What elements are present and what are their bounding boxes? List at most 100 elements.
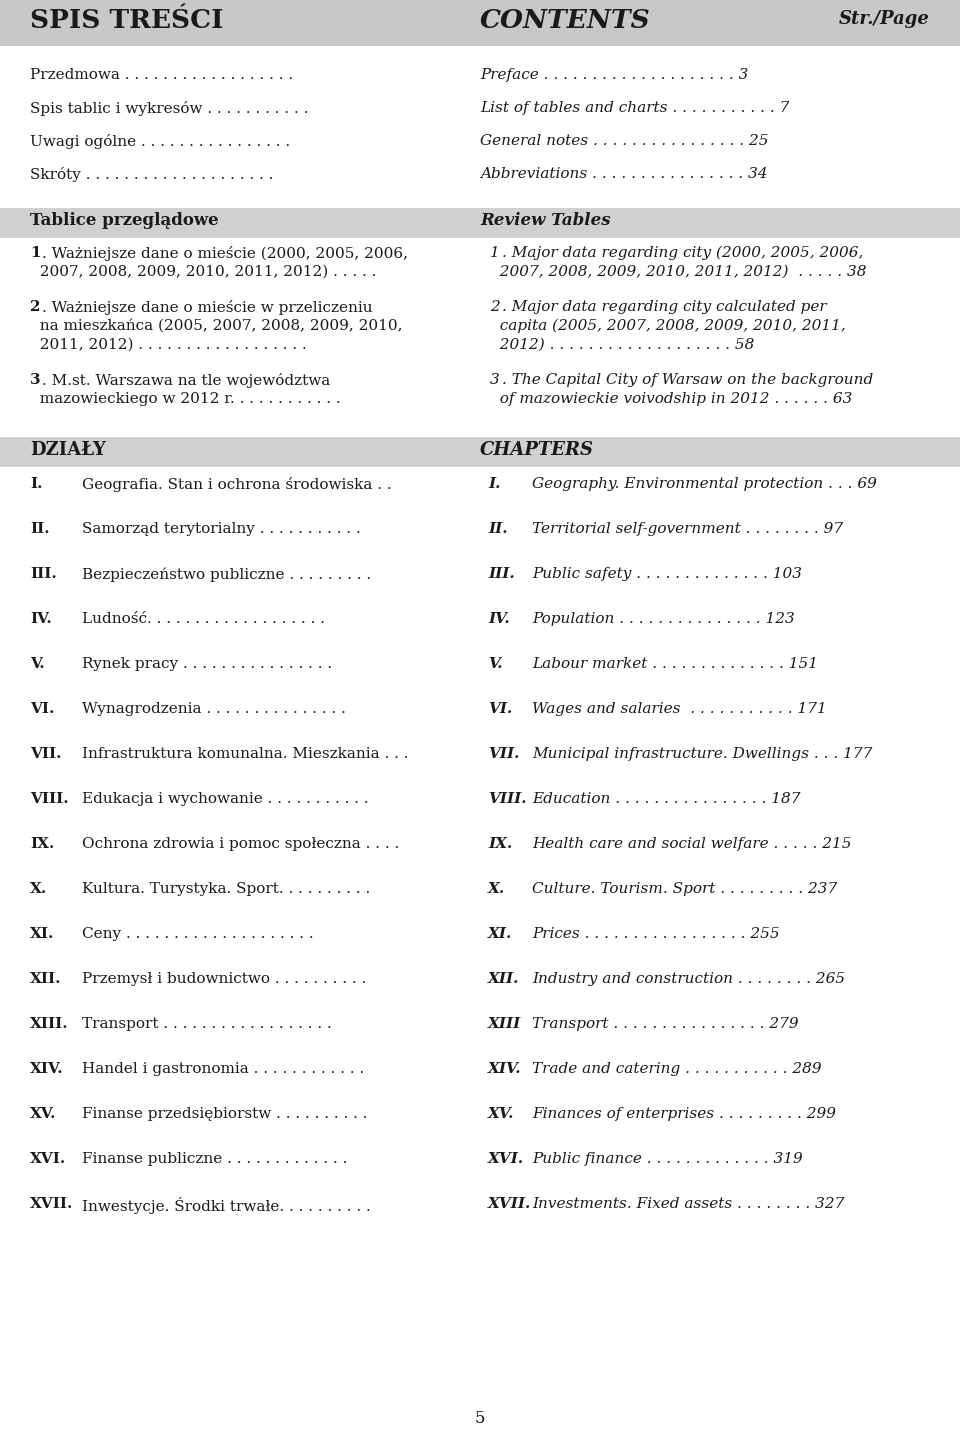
Text: Ceny . . . . . . . . . . . . . . . . . . . .: Ceny . . . . . . . . . . . . . . . . . .…	[82, 927, 314, 940]
Text: Transport . . . . . . . . . . . . . . . . . .: Transport . . . . . . . . . . . . . . . …	[82, 1017, 332, 1031]
Text: XIII.: XIII.	[30, 1017, 68, 1031]
Text: General notes . . . . . . . . . . . . . . . . 25: General notes . . . . . . . . . . . . . …	[480, 134, 769, 148]
Text: na mieszkańca (2005, 2007, 2008, 2009, 2010,: na mieszkańca (2005, 2007, 2008, 2009, 2…	[30, 320, 402, 333]
Text: II.: II.	[488, 521, 508, 536]
Text: 2007, 2008, 2009, 2010, 2011, 2012) . . . . .: 2007, 2008, 2009, 2010, 2011, 2012) . . …	[30, 265, 376, 279]
Text: Skróty . . . . . . . . . . . . . . . . . . . .: Skróty . . . . . . . . . . . . . . . . .…	[30, 167, 274, 181]
Text: XVI.: XVI.	[488, 1152, 524, 1166]
Text: X.: X.	[30, 881, 47, 896]
Text: Przemysł i budownictwo . . . . . . . . . .: Przemysł i budownictwo . . . . . . . . .…	[82, 972, 367, 986]
Text: mazowieckiego w 2012 r. . . . . . . . . . . .: mazowieckiego w 2012 r. . . . . . . . . …	[30, 392, 341, 406]
Text: IV.: IV.	[30, 612, 52, 626]
Text: VII.: VII.	[30, 747, 61, 760]
Text: VIII.: VIII.	[30, 792, 68, 806]
Text: Edukacja i wychowanie . . . . . . . . . . .: Edukacja i wychowanie . . . . . . . . . …	[82, 792, 369, 806]
Text: Str./Page: Str./Page	[839, 10, 930, 27]
Text: Health care and social welfare . . . . . 215: Health care and social welfare . . . . .…	[532, 837, 852, 851]
Text: III.: III.	[488, 567, 515, 580]
Text: I.: I.	[488, 477, 500, 491]
Text: XVII.: XVII.	[488, 1197, 531, 1211]
Text: Geography. Environmental protection . . . 69: Geography. Environmental protection . . …	[532, 477, 876, 491]
Text: DZIAŁY: DZIAŁY	[30, 441, 106, 459]
Text: Trade and catering . . . . . . . . . . . 289: Trade and catering . . . . . . . . . . .…	[532, 1063, 822, 1076]
Text: XI.: XI.	[488, 927, 513, 940]
Text: Abbreviations . . . . . . . . . . . . . . . . 34: Abbreviations . . . . . . . . . . . . . …	[480, 167, 768, 181]
Text: SPIS TREŚCI: SPIS TREŚCI	[30, 9, 224, 33]
Text: Finances of enterprises . . . . . . . . . 299: Finances of enterprises . . . . . . . . …	[532, 1107, 836, 1120]
Text: Finanse przedsiębiorstw . . . . . . . . . .: Finanse przedsiębiorstw . . . . . . . . …	[82, 1107, 368, 1120]
Text: . Ważniejsze dane o mieście (2000, 2005, 2006,: . Ważniejsze dane o mieście (2000, 2005,…	[42, 246, 408, 261]
Text: Labour market . . . . . . . . . . . . . . 151: Labour market . . . . . . . . . . . . . …	[532, 657, 818, 671]
Text: Samorząd terytorialny . . . . . . . . . . .: Samorząd terytorialny . . . . . . . . . …	[82, 521, 361, 536]
Text: 1: 1	[30, 246, 40, 261]
Text: XV.: XV.	[488, 1107, 515, 1120]
Text: Uwagi ogólne . . . . . . . . . . . . . . . .: Uwagi ogólne . . . . . . . . . . . . . .…	[30, 134, 290, 148]
Text: Rynek pracy . . . . . . . . . . . . . . . .: Rynek pracy . . . . . . . . . . . . . . …	[82, 657, 332, 671]
Text: 1: 1	[490, 246, 500, 261]
Text: Handel i gastronomia . . . . . . . . . . . .: Handel i gastronomia . . . . . . . . . .…	[82, 1063, 364, 1076]
Text: . Major data regarding city calculated per: . Major data regarding city calculated p…	[502, 300, 827, 314]
Bar	[0, 0, 960, 46]
Text: Wynagrodzenia . . . . . . . . . . . . . . .: Wynagrodzenia . . . . . . . . . . . . . …	[82, 701, 346, 716]
Text: Przedmowa . . . . . . . . . . . . . . . . . .: Przedmowa . . . . . . . . . . . . . . . …	[30, 68, 293, 82]
Text: XVI.: XVI.	[30, 1152, 66, 1166]
Text: XII.: XII.	[30, 972, 61, 986]
Text: Geografia. Stan i ochrona środowiska . .: Geografia. Stan i ochrona środowiska . .	[82, 477, 392, 492]
Text: II.: II.	[30, 521, 50, 536]
Text: Industry and construction . . . . . . . . 265: Industry and construction . . . . . . . …	[532, 972, 845, 986]
Text: Transport . . . . . . . . . . . . . . . . 279: Transport . . . . . . . . . . . . . . . …	[532, 1017, 799, 1031]
Text: . Ważniejsze dane o mieście w przeliczeniu: . Ważniejsze dane o mieście w przeliczen…	[42, 300, 372, 315]
Text: VIII.: VIII.	[488, 792, 526, 806]
Bar	[0, 436, 960, 467]
Text: Ochrona zdrowia i pomoc społeczna . . . .: Ochrona zdrowia i pomoc społeczna . . . …	[82, 837, 399, 851]
Text: XV.: XV.	[30, 1107, 57, 1120]
Text: Finanse publiczne . . . . . . . . . . . . .: Finanse publiczne . . . . . . . . . . . …	[82, 1152, 348, 1166]
Text: XVII.: XVII.	[30, 1197, 73, 1211]
Text: Public finance . . . . . . . . . . . . . 319: Public finance . . . . . . . . . . . . .…	[532, 1152, 803, 1166]
Text: 2011, 2012) . . . . . . . . . . . . . . . . . .: 2011, 2012) . . . . . . . . . . . . . . …	[30, 338, 307, 351]
Text: VI.: VI.	[488, 701, 513, 716]
Text: 3: 3	[490, 373, 500, 387]
Text: . M.st. Warszawa na tle województwa: . M.st. Warszawa na tle województwa	[42, 373, 330, 387]
Text: CONTENTS: CONTENTS	[480, 9, 651, 33]
Text: capita (2005, 2007, 2008, 2009, 2010, 2011,: capita (2005, 2007, 2008, 2009, 2010, 20…	[490, 320, 846, 334]
Text: 2007, 2008, 2009, 2010, 2011, 2012)  . . . . . 38: 2007, 2008, 2009, 2010, 2011, 2012) . . …	[490, 265, 867, 279]
Text: IX.: IX.	[30, 837, 55, 851]
Text: 2012) . . . . . . . . . . . . . . . . . . . 58: 2012) . . . . . . . . . . . . . . . . . …	[490, 338, 755, 351]
Text: XI.: XI.	[30, 927, 55, 940]
Text: Kultura. Turystyka. Sport. . . . . . . . . .: Kultura. Turystyka. Sport. . . . . . . .…	[82, 881, 371, 896]
Text: Population . . . . . . . . . . . . . . . 123: Population . . . . . . . . . . . . . . .…	[532, 612, 795, 626]
Text: III.: III.	[30, 567, 57, 580]
Text: Municipal infrastructure. Dwellings . . . 177: Municipal infrastructure. Dwellings . . …	[532, 747, 873, 760]
Text: IV.: IV.	[488, 612, 510, 626]
Text: . Major data regarding city (2000, 2005, 2006,: . Major data regarding city (2000, 2005,…	[502, 246, 863, 261]
Text: XIV.: XIV.	[30, 1063, 63, 1076]
Text: XIII: XIII	[488, 1017, 521, 1031]
Text: Spis tablic i wykresów . . . . . . . . . . .: Spis tablic i wykresów . . . . . . . . .…	[30, 101, 308, 117]
Text: X.: X.	[488, 881, 505, 896]
Text: Prices . . . . . . . . . . . . . . . . . 255: Prices . . . . . . . . . . . . . . . . .…	[532, 927, 780, 940]
Text: V.: V.	[30, 657, 44, 671]
Text: VII.: VII.	[488, 747, 519, 760]
Text: XIV.: XIV.	[488, 1063, 521, 1076]
Text: Culture. Tourism. Sport . . . . . . . . . 237: Culture. Tourism. Sport . . . . . . . . …	[532, 881, 837, 896]
Text: Public safety . . . . . . . . . . . . . . 103: Public safety . . . . . . . . . . . . . …	[532, 567, 802, 580]
Text: I.: I.	[30, 477, 42, 491]
Text: Ludność. . . . . . . . . . . . . . . . . . .: Ludność. . . . . . . . . . . . . . . . .…	[82, 612, 325, 626]
Text: 5: 5	[475, 1410, 485, 1427]
Bar	[0, 207, 960, 238]
Text: . The Capital City of Warsaw on the background: . The Capital City of Warsaw on the back…	[502, 373, 874, 387]
Text: of mazowieckie voivodship in 2012 . . . . . . 63: of mazowieckie voivodship in 2012 . . . …	[490, 392, 852, 406]
Text: Bezpieczeństwo publiczne . . . . . . . . .: Bezpieczeństwo publiczne . . . . . . . .…	[82, 567, 372, 582]
Text: Tablice przeglądowe: Tablice przeglądowe	[30, 212, 219, 229]
Text: Preface . . . . . . . . . . . . . . . . . . . . 3: Preface . . . . . . . . . . . . . . . . …	[480, 68, 749, 82]
Text: Territorial self-government . . . . . . . . 97: Territorial self-government . . . . . . …	[532, 521, 843, 536]
Text: Wages and salaries  . . . . . . . . . . . 171: Wages and salaries . . . . . . . . . . .…	[532, 701, 827, 716]
Text: XII.: XII.	[488, 972, 519, 986]
Text: Investments. Fixed assets . . . . . . . . 327: Investments. Fixed assets . . . . . . . …	[532, 1197, 845, 1211]
Text: Infrastruktura komunalna. Mieszkania . . .: Infrastruktura komunalna. Mieszkania . .…	[82, 747, 409, 760]
Text: Review Tables: Review Tables	[480, 212, 611, 229]
Text: V.: V.	[488, 657, 502, 671]
Text: List of tables and charts . . . . . . . . . . . 7: List of tables and charts . . . . . . . …	[480, 101, 789, 115]
Text: Inwestycje. Środki trwałe. . . . . . . . . .: Inwestycje. Środki trwałe. . . . . . . .…	[82, 1197, 371, 1214]
